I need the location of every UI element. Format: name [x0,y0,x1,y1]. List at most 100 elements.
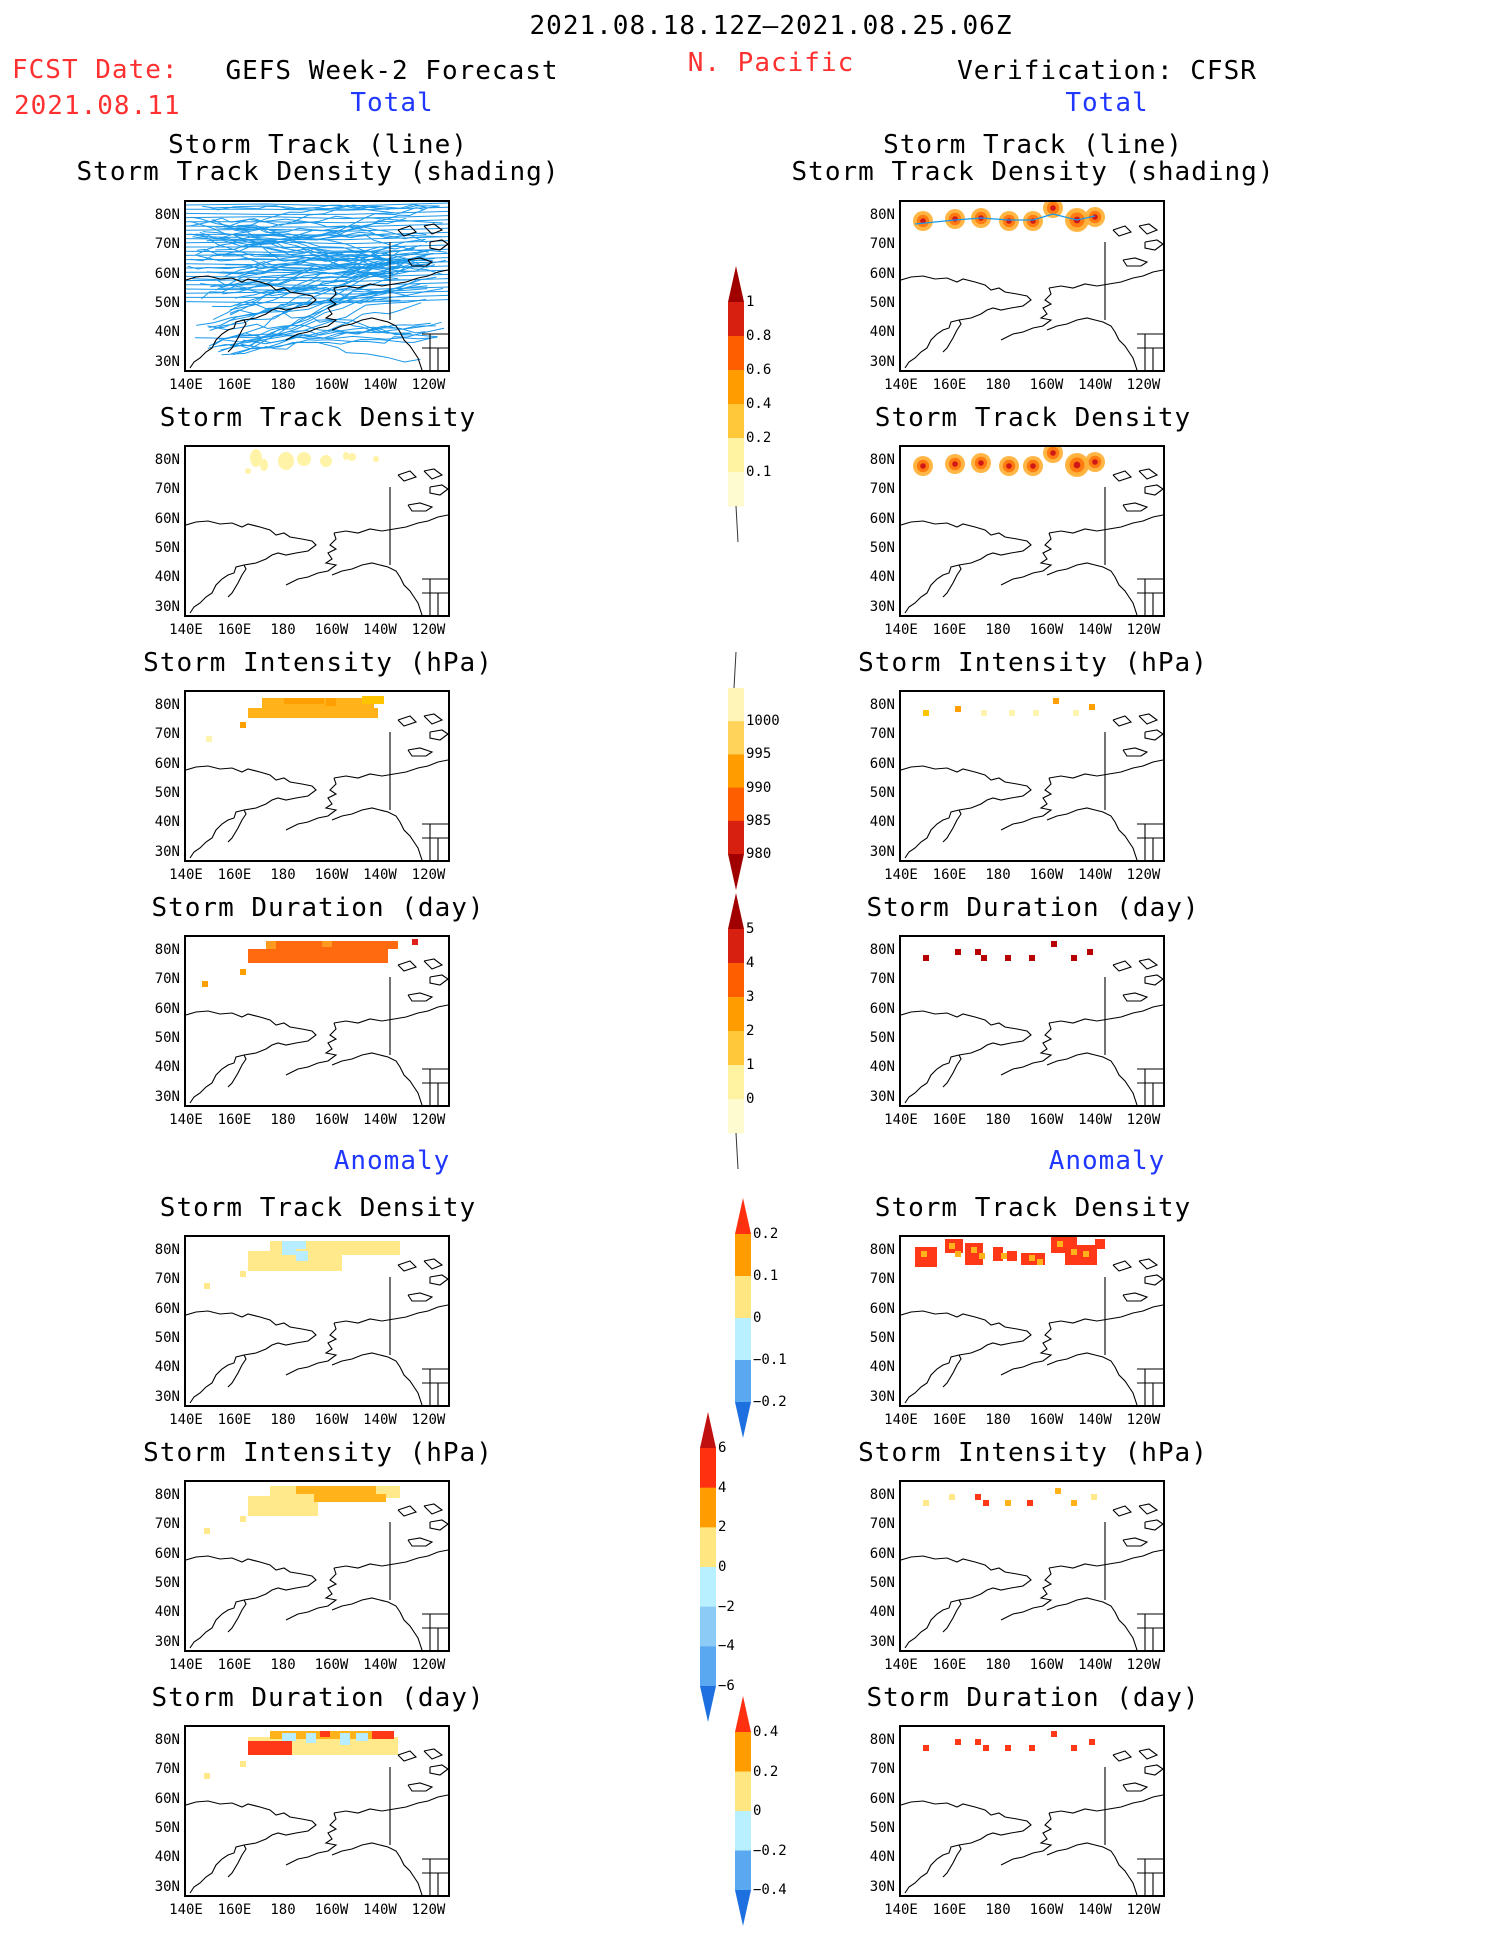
colorbar-segment [700,1646,716,1687]
lon-tick-label: 180 [270,377,296,393]
map-frame [899,200,1165,372]
lon-tick-label: 140W [1078,377,1112,393]
density-blob [999,456,1019,476]
lat-tick-label: 40N [154,814,180,831]
colorbar-label: 0.8 [746,328,772,344]
map-panel-densV: Storm Track Density 80N 70N 60N 50N 40N 30N 140… [825,405,1235,655]
anomaly-cells [248,1496,318,1516]
lon-tick-label: 160E [217,377,252,393]
lat-tick-label: 70N [154,1271,180,1288]
lat-tick-label: 60N [869,510,895,527]
lat-tick-label: 50N [154,1574,180,1591]
lon-tick-label: 160W [1029,622,1064,638]
anomaly-cell [993,1247,1003,1261]
colorbar-segment [700,1487,716,1528]
colorbar-segment [728,929,744,964]
lon-tick-label: 160W [1029,377,1064,393]
anomaly-cell [1071,1249,1077,1255]
lat-tick-label: 80N [154,942,180,958]
lon-tick-label: 160W [314,867,349,883]
lon-tick-label: 180 [270,1657,296,1673]
colorbar-segment [728,963,744,998]
anomaly-cells [248,1251,342,1271]
intensity-cell [1089,704,1095,710]
lon-tick-label: 160E [932,1112,967,1128]
fcst-date-label: FCST Date: [12,55,179,85]
lon-tick-label: 180 [270,1412,296,1428]
lon-tick-label: 140E [884,1902,918,1918]
shaded-cell [204,1528,210,1534]
verification-track-line [914,213,1096,225]
shaded-cell [356,1733,368,1741]
lon-tick-label: 160E [217,1412,252,1428]
panel-title: Storm Duration (day) [866,1683,1200,1713]
lat-tick-label: 30N [869,1388,895,1405]
lon-tick-label: 140W [363,1112,397,1128]
colorbar-cap [700,1412,716,1448]
lat-tick-label: 60N [869,265,895,282]
colorbar-segment [728,370,744,405]
lat-tick-label: 80N [869,452,895,468]
shaded-cell [282,1241,296,1255]
lat-tick-label: 40N [869,1849,895,1866]
density-blob [245,468,251,474]
lon-tick-label: 120W [411,867,446,883]
colorbar-label: 0 [746,1091,755,1107]
lon-tick-label: 160W [314,622,349,638]
colorbar-segment [728,438,744,473]
panel-title: Storm Track Density [159,1193,477,1223]
colorbar-label: 1 [746,294,755,310]
colorbar-label: 1000 [746,713,780,730]
map-canvas [901,202,1163,370]
intensity-cell [923,710,929,716]
lon-tick-label: 180 [985,1902,1011,1918]
intensity-cell [1033,710,1039,716]
lon-tick-label: 140E [169,622,203,638]
lat-tick-label: 70N [154,971,180,988]
duration-cell [975,949,981,955]
lat-tick-label: 50N [869,1819,895,1836]
lon-tick-label: 120W [1126,1412,1161,1428]
duration-cells [248,949,388,963]
colorbar-cap [735,1696,751,1732]
lon-tick-label: 140W [363,867,397,883]
colorbar-tail [735,505,739,543]
lon-tick-label: 180 [270,1112,296,1128]
colorbar-label: 0.2 [746,430,772,446]
anomaly-cell [975,1494,981,1500]
anomaly-cell [923,1745,929,1751]
panel-title: Storm Duration (day) [151,1683,485,1713]
lat-tick-label: 60N [154,510,180,527]
lat-tick-label: 50N [869,539,895,556]
density-blob [913,211,933,231]
lat-tick-label: 60N [154,1790,180,1807]
lon-tick-label: 120W [1126,377,1161,393]
anomaly-cell [1089,1739,1095,1745]
colorbar-segment [728,997,744,1032]
left-column-title: GEFS Week-2 Forecast [225,56,559,86]
lat-tick-label: 80N [869,1242,895,1258]
colorbar-segment [728,1065,744,1100]
map-panel-track: Storm Track (line) Storm Track Density (s… [77,132,559,393]
shaded-cell [204,1773,210,1779]
map-frame [184,1725,450,1897]
colorbar-label: 0 [718,1559,727,1575]
anomaly-cell [955,1739,961,1745]
lat-tick-label: 30N [154,1633,180,1650]
lat-tick-label: 50N [869,1329,895,1346]
lat-tick-label: 60N [869,1545,895,1562]
shaded-cell [296,1241,306,1249]
duration-cell [923,955,929,961]
map-frame [899,1235,1165,1407]
lat-tick-label: 70N [869,236,895,253]
colorbar-segment [728,820,744,855]
lon-tick-label: 160E [932,377,967,393]
lon-tick-label: 160W [1029,867,1064,883]
lon-tick-label: 160W [314,1412,349,1428]
lat-tick-label: 30N [869,1878,895,1895]
colorbar-label: 2 [718,1519,727,1536]
shaded-cell [306,1733,316,1743]
lat-tick-label: 60N [869,1790,895,1807]
anomaly-cell [923,1500,929,1506]
colorbar-segment [735,1811,751,1851]
